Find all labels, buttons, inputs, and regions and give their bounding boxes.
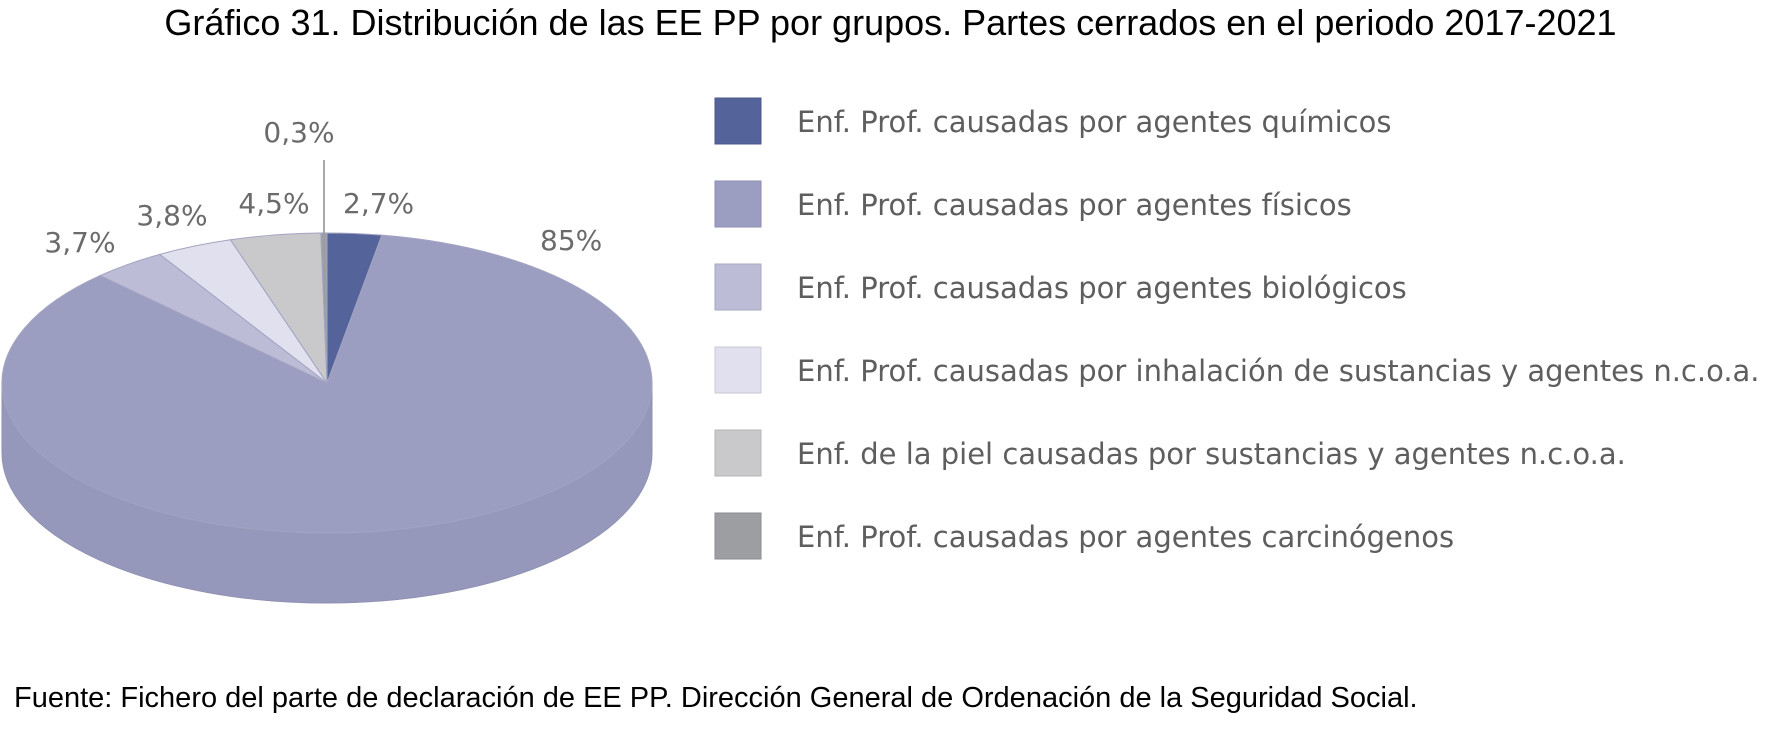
data-label-3: 3,7%: [44, 226, 115, 259]
pie-slice-2: [1, 234, 653, 534]
source-note: Fuente: Fichero del parte de declaración…: [14, 682, 1418, 714]
legend-label-3: Enf. Prof. causadas por agentes biológic…: [797, 271, 1407, 305]
legend-label-1: Enf. Prof. causadas por agentes químicos: [797, 105, 1391, 139]
legend-label-6: Enf. Prof. causadas por agentes carcinóg…: [797, 520, 1454, 554]
data-label-5: 4,5%: [238, 187, 309, 220]
legend-swatch-4: [714, 346, 762, 394]
data-label-2: 85%: [540, 224, 602, 257]
data-label-6: 0,3%: [263, 116, 334, 149]
legend-swatch-2: [714, 180, 762, 228]
legend-label-4: Enf. Prof. causadas por inhalación de su…: [797, 354, 1760, 388]
legend-swatch-1: [714, 97, 762, 145]
chart-title: Gráfico 31. Distribución de las EE PP po…: [164, 2, 1617, 43]
legend-label-2: Enf. Prof. causadas por agentes físicos: [797, 188, 1352, 222]
pie-chart: 2,7% 85% 3,7% 3,8% 4,5% 0,3% Enf. Prof. causa…: [1, 97, 1760, 604]
data-label-4: 3,8%: [136, 199, 207, 232]
legend-swatch-6: [714, 512, 762, 560]
data-label-1: 2,7%: [343, 187, 414, 220]
pie-slice-6: [320, 232, 328, 384]
legend-label-5: Enf. de la piel causadas por sustancias …: [797, 437, 1626, 471]
legend-swatch-3: [714, 263, 762, 311]
legend-swatch-5: [714, 429, 762, 477]
